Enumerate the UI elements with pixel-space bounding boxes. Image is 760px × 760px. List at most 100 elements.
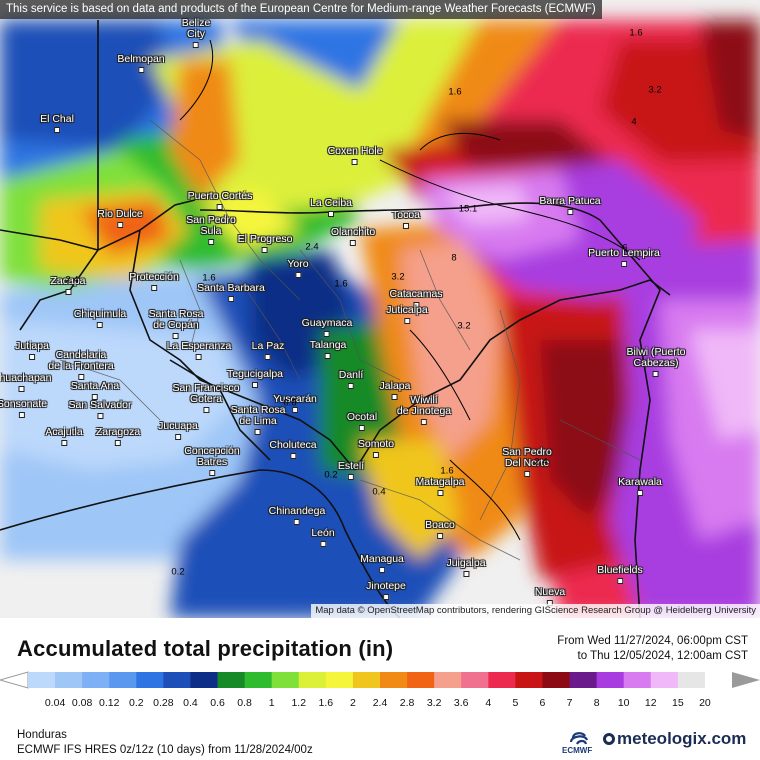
precipitation-field	[0, 20, 760, 618]
contour-value-label: 0.2	[324, 469, 338, 481]
city-label: Choluteca	[269, 440, 317, 459]
legend-label: 1	[268, 697, 275, 709]
city-label: Ahuachapan	[0, 373, 51, 392]
legend-label: 15	[672, 697, 684, 709]
legend-swatch	[55, 672, 83, 688]
legend-swatch	[434, 672, 462, 688]
period-from: From Wed 11/27/2024, 06:00pm CST	[557, 635, 748, 647]
map-attribution[interactable]: Map data © OpenStreetMap contributors, r…	[311, 604, 760, 618]
legend-label: 0.2	[128, 697, 144, 709]
city-label: Puerto Cortés	[188, 191, 252, 210]
city-label: Belize City	[182, 18, 210, 48]
city-label: Talanga	[310, 340, 346, 359]
city-label: Juigalpa	[446, 558, 486, 577]
city-label: Matagalpa	[415, 477, 465, 496]
legend-label: 0.04	[44, 697, 66, 709]
admin-borders	[59, 119, 641, 561]
contour-value-label: 3.2	[391, 271, 405, 283]
legend-label: 0.12	[99, 697, 120, 709]
legend-label: 3.6	[453, 697, 469, 709]
legend-label: 7	[566, 697, 573, 709]
contour-value-label: 1.6	[448, 86, 462, 98]
map-title: Accumulated total precipitation (in)	[17, 636, 394, 661]
city-label: Barra Patuca	[539, 196, 601, 215]
contour-value-label: 1.6	[629, 27, 643, 39]
city-label: Estelí	[338, 461, 364, 480]
legend-label: 0.4	[183, 697, 198, 709]
city-label: Tegucigalpa	[227, 369, 283, 388]
city-label: Nueva	[535, 587, 565, 606]
period-to: to Thu 12/05/2024, 12:00am CST	[577, 650, 748, 662]
city-label: Jutiapa	[15, 341, 49, 360]
contour-value-label: 0.8	[283, 397, 297, 409]
legend-swatch	[163, 672, 191, 688]
contour-value-label: 1.6	[202, 272, 216, 284]
contour-value-label: 2.4	[305, 241, 319, 253]
meteologix-logo-text: meteologix.com	[617, 729, 747, 748]
legend-swatch	[461, 672, 489, 688]
legend-label: 8	[593, 697, 600, 709]
city-label: Karawala	[618, 477, 662, 496]
isohyet-contours	[179, 39, 641, 541]
contour-value-label: 4	[631, 116, 637, 128]
city-label: Belmopan	[117, 54, 165, 73]
city-label: Catacamas	[389, 289, 443, 308]
contour-value-label: 2.4	[65, 274, 79, 286]
legend-swatch	[515, 672, 543, 688]
country-borders	[0, 20, 671, 618]
city-label: Bluefields	[597, 565, 643, 584]
color-legend	[0, 671, 760, 689]
legend-label: 0.8	[237, 697, 252, 709]
meteologix-logo[interactable]: meteologix.com	[603, 729, 746, 749]
legend-swatch	[569, 672, 598, 688]
legend-swatch	[596, 672, 625, 688]
legend-swatch	[298, 672, 327, 688]
legend-label: 3.2	[426, 697, 442, 709]
legend-swatch	[325, 672, 354, 688]
city-label: Sonsonate	[0, 399, 47, 418]
contour-value-label: 1.6	[440, 465, 454, 477]
city-label: Zacapa	[50, 276, 86, 295]
legend-swatch	[650, 672, 679, 688]
legend-arrow-left	[0, 671, 29, 689]
contour-value-label: 0.4	[372, 486, 386, 498]
city-label: San Francisco Gotera	[172, 383, 240, 413]
contour-value-label: 6	[622, 242, 628, 254]
legend-swatch	[380, 672, 408, 688]
legend-label: 2.8	[399, 697, 415, 709]
contour-value-label: 0.2	[171, 566, 185, 578]
legend-swatch	[488, 672, 516, 688]
legend-label: 2	[350, 697, 356, 709]
city-label: Bilwi (Puerto Cabezas)	[627, 347, 685, 377]
ecmwf-logo-icon[interactable]	[563, 728, 599, 756]
legend-label: 1.6	[318, 697, 334, 709]
legend-label: 20	[699, 697, 711, 709]
city-label: El Chal	[40, 114, 74, 133]
legend-label: 2.4	[372, 697, 388, 709]
model-label: ECMWF IFS HRES 0z/12z (10 days) from 11/…	[17, 744, 313, 756]
city-label: Concepción Batres	[184, 446, 240, 476]
legend-label: 10	[617, 697, 630, 709]
city-label: Boaco	[425, 520, 455, 539]
contour-value-label: 2.4	[534, 456, 548, 468]
contour-value-label: 8	[451, 252, 457, 264]
city-label: Protección	[129, 272, 179, 291]
legend-label: 0.6	[210, 697, 225, 709]
legend-label: 6	[539, 697, 546, 709]
contour-value-label: 3.2	[457, 320, 471, 332]
city-label: Acajutla	[45, 427, 83, 446]
city-label: Olanchito	[331, 227, 375, 246]
city-label: Rio Dulce	[97, 209, 143, 228]
contour-value-label: 15.1	[458, 203, 478, 215]
city-label: Managua	[360, 554, 404, 573]
city-label: Jalapa	[380, 381, 410, 400]
legend-swatch	[542, 672, 571, 688]
region-label: Honduras	[17, 729, 67, 741]
legend-swatch	[28, 672, 56, 688]
ecmwf-notice: This service is based on data and produc…	[0, 0, 602, 19]
legend-swatch	[677, 672, 706, 688]
valid-period: From Wed 11/27/2024, 06:00pm CST to Thu …	[557, 634, 748, 664]
city-label: Yoro	[287, 259, 309, 278]
precipitation-map[interactable]: This service is based on data and produc…	[0, 0, 760, 618]
city-label: Somoto	[358, 439, 394, 458]
